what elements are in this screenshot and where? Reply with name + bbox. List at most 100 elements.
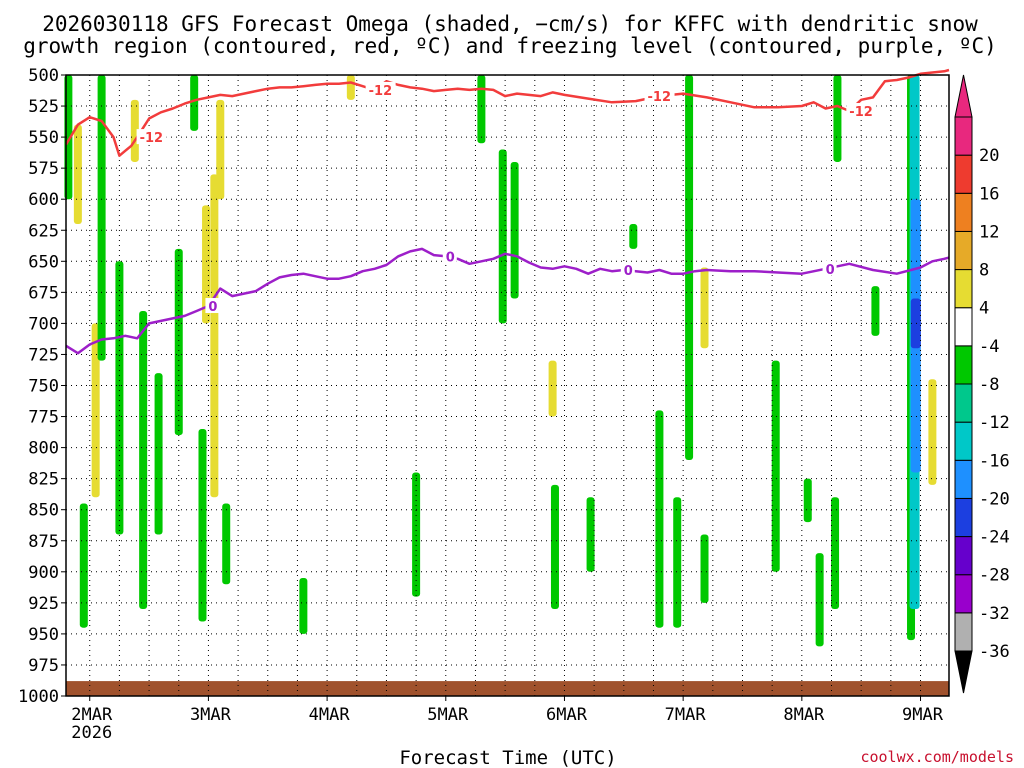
omega-cell-8 — [154, 373, 163, 535]
y-tick-label-575: 575 — [28, 159, 59, 179]
omega-cell-2 — [91, 323, 100, 498]
omega-cell-29 — [700, 267, 709, 349]
omega-cell-30 — [700, 534, 709, 603]
colorbar-swatch-1 — [954, 574, 973, 614]
colorbar-label--16: -16 — [979, 451, 1010, 471]
x-tick-label-7MAR: 7MAR — [665, 705, 707, 725]
omega-cell-14 — [216, 99, 225, 200]
colorbar-label--8: -8 — [979, 375, 999, 395]
y-tick-label-775: 775 — [28, 408, 59, 428]
red-contour-label-2: -12 — [648, 90, 672, 105]
y-tick-label-500: 500 — [28, 66, 59, 86]
omega-cell-35 — [833, 75, 842, 162]
colorbar-label--12: -12 — [979, 413, 1010, 433]
omega-cell-1 — [73, 124, 82, 225]
colorbar-top-arrow — [954, 74, 973, 118]
purple-contour-label-0: 0 — [208, 300, 217, 315]
y-tick-label-550: 550 — [28, 128, 59, 148]
purple-contour-label-3: 0 — [826, 263, 835, 278]
y-tick-label-950: 950 — [28, 625, 59, 645]
y-tick-label-825: 825 — [28, 470, 59, 490]
x-tick-label-2MAR: 2MAR — [71, 705, 113, 725]
red-contour-label-3: -12 — [849, 105, 873, 120]
omega-cell-36 — [871, 286, 880, 336]
colorbar-label--36: -36 — [979, 642, 1010, 662]
omega-cell-22 — [548, 360, 557, 417]
omega-cell-15 — [222, 503, 231, 585]
colorbar-swatch-0 — [954, 612, 973, 652]
x-tick-label-8MAR: 8MAR — [783, 705, 825, 725]
omega-shading-layer — [64, 75, 937, 647]
red-contour-label-bg-3 — [846, 103, 877, 119]
y-tick-label-750: 750 — [28, 377, 59, 397]
omega-cell-5 — [115, 261, 124, 535]
colorbar-swatch-9 — [954, 269, 973, 309]
y-tick-label-700: 700 — [28, 314, 59, 334]
omega-cell-33 — [815, 553, 824, 647]
omega-cell-26 — [655, 410, 664, 628]
colorbar-label-20: 20 — [979, 146, 999, 166]
contours-layer: -12 -12 -12 -12 0 0 0 0 — [64, 68, 950, 355]
colorbar-swatch-3 — [954, 497, 973, 538]
red-contour-label-bg-0 — [136, 129, 167, 145]
colorbar-label--4: -4 — [979, 337, 999, 357]
red-contour-line — [64, 68, 950, 157]
omega-cell-21 — [510, 161, 519, 299]
omega-cell-17 — [346, 75, 355, 100]
x-tick-label-6MAR: 6MAR — [546, 705, 588, 725]
purple-contour-line — [65, 247, 950, 355]
y-tick-label-725: 725 — [28, 345, 59, 365]
omega-cell-34 — [831, 497, 840, 610]
omega-colorbar: -36 -32 -28 -24 -20 -16 -12 -8 -4 4 8 12 16 20 — [954, 74, 1010, 694]
purple-contour-label-1: 0 — [446, 250, 455, 265]
x-tick-label-3MAR: 3MAR — [190, 705, 232, 725]
y-tick-label-675: 675 — [28, 283, 59, 303]
omega-cell-24 — [586, 497, 595, 572]
colorbar-swatch-2 — [954, 536, 973, 576]
y-tick-label-525: 525 — [28, 97, 59, 117]
omega-cell-12 — [202, 205, 211, 324]
colorbar-swatch-7 — [954, 345, 973, 385]
omega-cell-13 — [210, 174, 219, 498]
colorbar-label-4: 4 — [979, 299, 989, 319]
omega-cell-20 — [498, 149, 507, 324]
y-tick-label-800: 800 — [28, 439, 59, 459]
omega-cell-16 — [299, 578, 308, 634]
surface-ground-layer — [66, 681, 949, 696]
colorbar-swatch-11 — [954, 192, 973, 232]
y-tick-label-925: 925 — [28, 594, 59, 614]
colorbar-swatch-5 — [954, 421, 973, 461]
colorbar-swatch-13 — [954, 116, 973, 156]
colorbar-label--24: -24 — [979, 528, 1010, 548]
purple-contour-label-bg-0 — [205, 298, 220, 314]
colorbar-label-8: 8 — [979, 261, 989, 281]
x-tick-label-5MAR: 5MAR — [427, 705, 469, 725]
x-axis-label: Forecast Time (UTC) — [399, 747, 616, 768]
y-tick-label-1000: 1000 — [18, 687, 59, 707]
pressure-axis: 500 525 550 575 600 625 650 675 700 725 750 775 800 8… — [18, 66, 66, 707]
red-contour-label-0: -12 — [140, 131, 164, 146]
x-tick-label-4MAR: 4MAR — [309, 705, 351, 725]
omega-cell-9 — [174, 248, 183, 436]
omega-cell-32 — [803, 478, 812, 523]
omega-cell-41 — [928, 379, 937, 485]
omega-cell-6 — [139, 310, 148, 610]
purple-contour-label-bg-3 — [822, 260, 837, 276]
chart-title-line-1: 2026030118 GFS Forecast Omega (shaded, −… — [42, 12, 978, 36]
omega-cell-23 — [550, 484, 559, 610]
red-contour-label-bg-2 — [644, 88, 675, 104]
colorbar-label--20: -20 — [979, 489, 1010, 509]
colorbar-label-16: 16 — [979, 184, 999, 204]
omega-cell-31 — [771, 360, 780, 572]
y-tick-label-625: 625 — [28, 221, 59, 241]
omega-cell-3 — [79, 503, 88, 628]
colorbar-label--28: -28 — [979, 566, 1010, 586]
site-credit: coolwx.com/models — [860, 748, 1014, 766]
purple-contour-label-bg-2 — [620, 261, 635, 277]
colorbar-label--32: -32 — [979, 604, 1010, 624]
colorbar-bottom-arrow — [954, 650, 973, 694]
gridlines — [66, 75, 949, 696]
y-tick-label-850: 850 — [28, 501, 59, 521]
